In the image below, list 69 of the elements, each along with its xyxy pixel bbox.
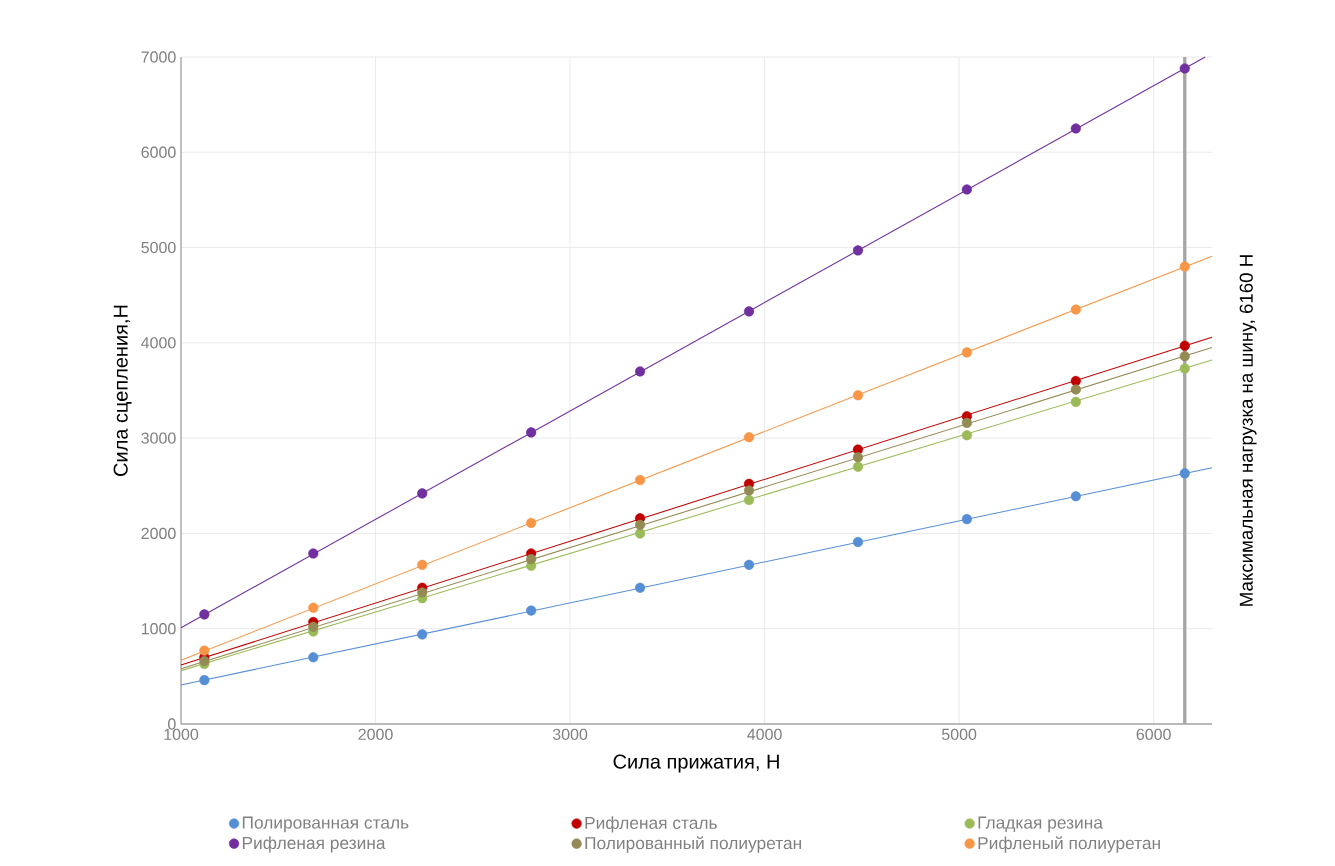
- legend-label: Рифленый полиуретан: [978, 836, 1160, 853]
- point: [1070, 384, 1081, 395]
- point: [961, 417, 972, 428]
- x-tick-label: 5000: [941, 728, 977, 741]
- point: [199, 645, 210, 656]
- y-tick-label: 4000: [141, 337, 176, 349]
- point: [1179, 468, 1190, 479]
- y-tick-label: 5000: [141, 241, 176, 254]
- y-axis-title: Сила сцепления,Н: [113, 305, 132, 476]
- point: [635, 528, 646, 539]
- point: [743, 432, 755, 443]
- legend-label: Полированный полиуретан: [585, 836, 801, 853]
- point: [635, 366, 646, 377]
- point: [308, 621, 319, 632]
- point: [743, 495, 755, 506]
- point: [1070, 304, 1081, 315]
- point: [743, 306, 755, 317]
- point: [1179, 261, 1190, 272]
- point: [852, 536, 864, 548]
- point: [308, 602, 319, 613]
- point: [635, 519, 646, 530]
- point: [199, 675, 210, 686]
- point: [635, 582, 646, 593]
- point: [961, 514, 972, 525]
- point: [308, 548, 319, 559]
- point: [1179, 340, 1190, 351]
- point: [526, 427, 537, 438]
- point: [199, 609, 210, 620]
- point: [417, 587, 428, 598]
- point: [961, 184, 972, 195]
- point: [743, 485, 755, 496]
- y-tick-label: 3000: [141, 432, 176, 444]
- point: [1179, 363, 1190, 374]
- point: [417, 559, 428, 570]
- point: [743, 559, 755, 570]
- point: [852, 390, 864, 401]
- point: [1070, 491, 1081, 502]
- point: [417, 629, 428, 640]
- legend-label: Полированная сталь: [242, 816, 409, 833]
- x-tick-label: 1000: [164, 728, 199, 741]
- point: [526, 517, 537, 529]
- x-tick-label: 2000: [358, 728, 393, 741]
- x-tick-label: 4000: [747, 728, 782, 741]
- point: [1070, 396, 1081, 407]
- point: [635, 474, 646, 486]
- point: [526, 554, 537, 565]
- point: [961, 347, 972, 358]
- point: [852, 461, 864, 472]
- point: [417, 488, 428, 499]
- point: [1179, 63, 1190, 74]
- point: [1070, 123, 1081, 134]
- point: [961, 430, 972, 441]
- x-tick-label: 3000: [552, 728, 588, 741]
- y-tick-label: 6000: [141, 146, 176, 158]
- point: [526, 605, 537, 616]
- ref-line-label: Максимальная нагрузка на шину, 6160 Н: [1239, 255, 1257, 606]
- legend-label: Рифленая резина: [242, 836, 386, 853]
- point: [852, 245, 864, 256]
- x-axis-title: Сила прижатия, Н: [613, 754, 779, 773]
- point: [1179, 351, 1190, 362]
- point: [852, 452, 864, 463]
- x-tick-label: 6000: [1136, 728, 1171, 741]
- y-tick-label: 0: [168, 718, 176, 730]
- legend-label: Гладкая резина: [978, 816, 1103, 833]
- y-tick-label: 1000: [141, 623, 176, 635]
- y-tick-label: 7000: [141, 51, 176, 63]
- y-tick-label: 2000: [141, 527, 176, 540]
- point: [308, 652, 319, 663]
- legend-label: Рифленая сталь: [585, 816, 717, 833]
